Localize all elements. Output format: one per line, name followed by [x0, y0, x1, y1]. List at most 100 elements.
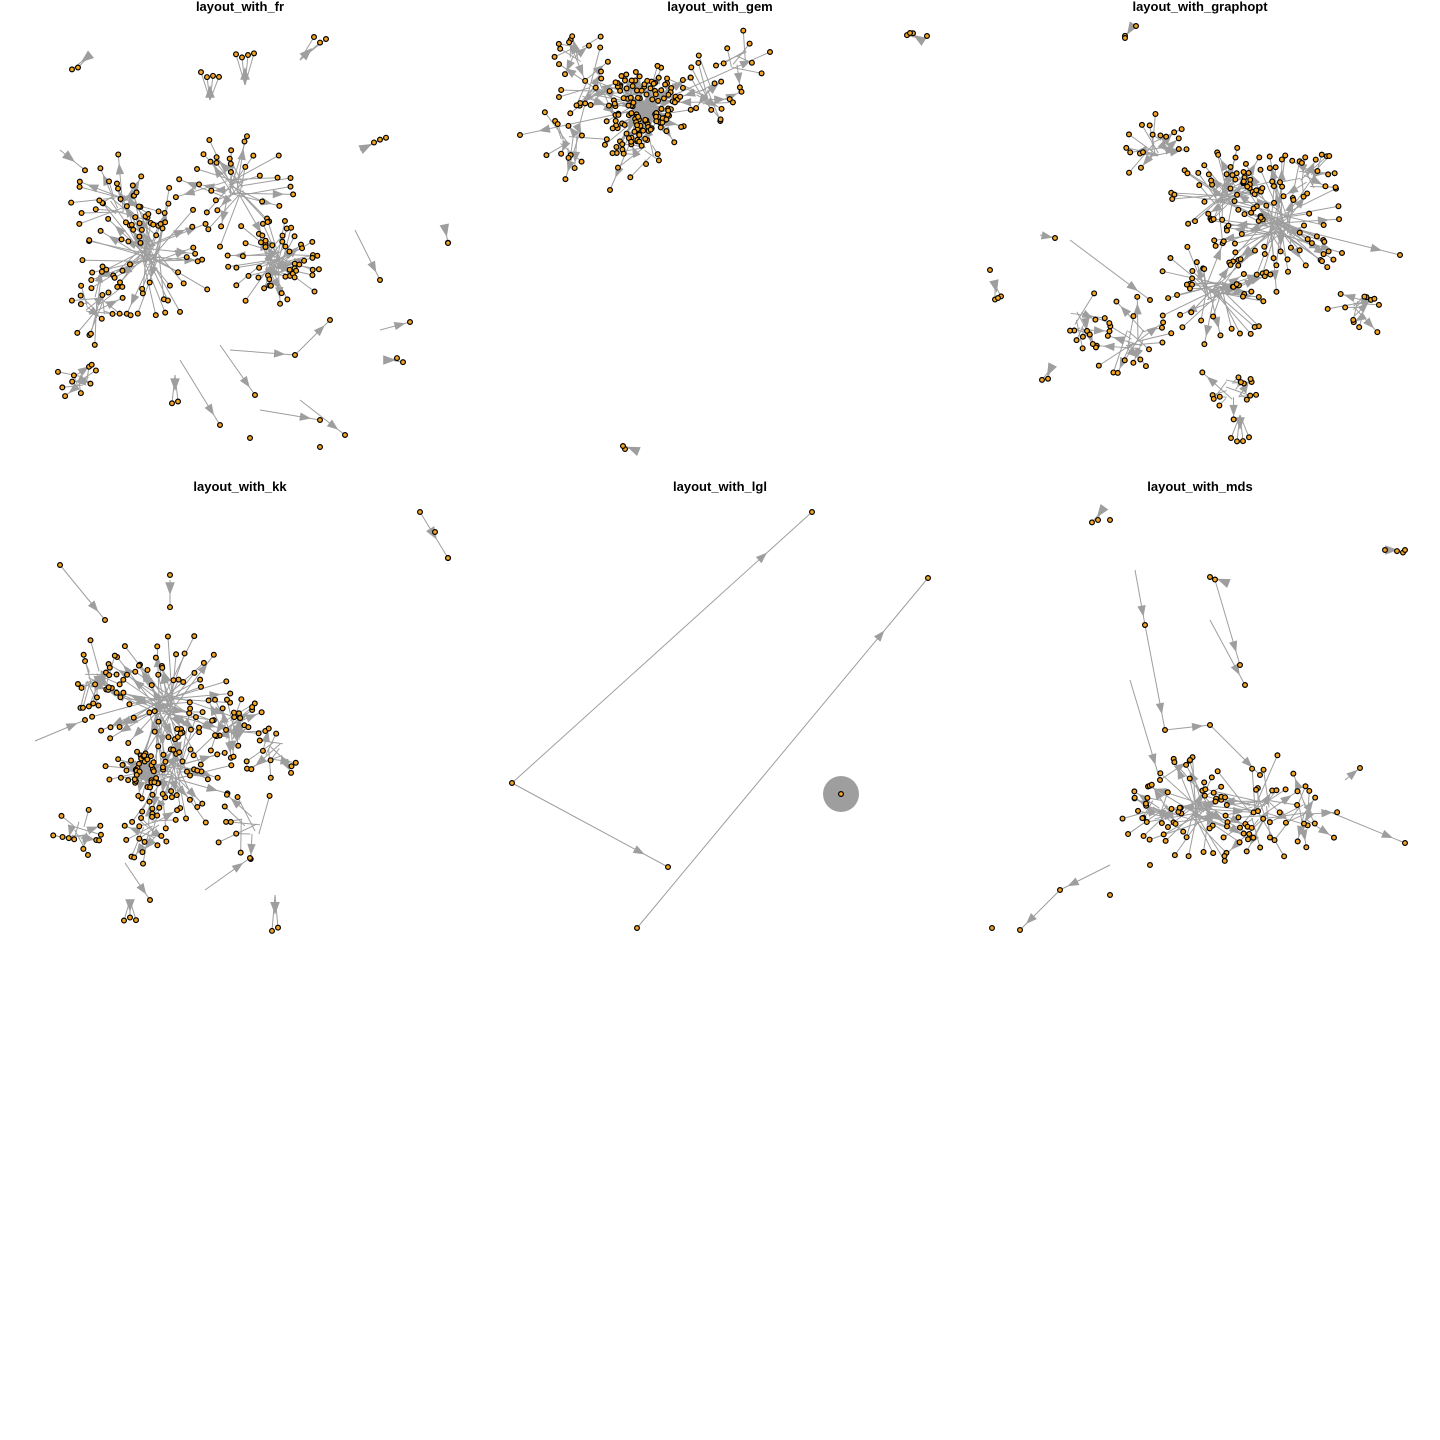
graph-node	[1192, 218, 1199, 225]
graph-node	[256, 172, 263, 179]
graph-node	[120, 917, 127, 924]
graph-node	[227, 818, 234, 825]
graph-node	[618, 73, 625, 80]
graph-node	[137, 239, 144, 246]
graph-node	[1271, 199, 1278, 206]
graph-node	[1273, 262, 1280, 269]
graph-node	[620, 95, 627, 102]
graph-node	[1200, 848, 1207, 855]
graph-edge	[1124, 329, 1145, 361]
edge-arrowhead	[1370, 243, 1382, 252]
graph-node	[228, 762, 235, 769]
graph-node	[223, 678, 230, 685]
edge-arrowhead	[1134, 347, 1144, 360]
graph-node	[105, 289, 112, 296]
edge-arrowhead	[165, 582, 175, 595]
graph-node	[114, 283, 121, 290]
graph-node	[400, 359, 407, 366]
graph-node	[1311, 820, 1318, 827]
graph-node	[148, 682, 155, 689]
graph-edge	[1271, 224, 1323, 262]
edge-arrowhead	[1256, 198, 1269, 207]
graph-node	[311, 288, 318, 295]
edge-arrowhead	[739, 60, 752, 69]
graph-node	[113, 671, 120, 678]
edge-arrowhead	[1126, 280, 1138, 291]
graph-edge	[1263, 789, 1277, 807]
graph-edge	[1265, 205, 1276, 235]
graph-node	[1152, 110, 1159, 117]
graph-node	[924, 32, 931, 39]
graph-node	[200, 659, 207, 666]
edge-arrowhead	[65, 723, 78, 732]
graph-node	[1179, 324, 1186, 331]
graph-edge	[237, 796, 256, 832]
edge-arrowhead	[81, 50, 94, 63]
edge-arrowhead	[251, 220, 262, 233]
graph-node	[1092, 316, 1099, 323]
graph-node	[317, 444, 324, 451]
graph-node	[1266, 819, 1273, 826]
graph-node	[1146, 346, 1153, 353]
graph-node	[1219, 216, 1226, 223]
edge-arrowhead	[124, 760, 137, 769]
graph-node	[1236, 330, 1243, 337]
graph-node	[1235, 262, 1242, 269]
graph-node	[219, 705, 226, 712]
graph-node	[227, 169, 234, 176]
graph-node	[157, 220, 164, 227]
graph-node	[1257, 844, 1264, 851]
edge-arrowhead	[1120, 305, 1132, 318]
graph-node	[1122, 34, 1129, 41]
edge-arrowhead	[1217, 578, 1231, 589]
graph-node	[284, 296, 291, 303]
graph-node	[190, 244, 197, 251]
graph-node	[92, 681, 99, 688]
graph-node	[758, 70, 765, 77]
graph-node	[323, 35, 330, 42]
graph-node	[1207, 573, 1214, 580]
graph-node	[1044, 375, 1051, 382]
graph-node	[573, 102, 580, 109]
graph-node	[371, 139, 378, 146]
graph-edge	[268, 241, 283, 260]
graph-edge	[690, 77, 707, 105]
graph-node	[1232, 154, 1239, 161]
graph-node	[71, 836, 78, 843]
graph-node	[1172, 820, 1179, 827]
graph-node	[1140, 833, 1147, 840]
graph-node	[445, 554, 452, 561]
graph-node	[1259, 185, 1266, 192]
edge-arrowhead	[1173, 763, 1186, 773]
graph-edge	[1198, 818, 1226, 862]
graph-edge	[176, 764, 198, 808]
graph-node	[634, 94, 641, 101]
edge-arrowhead	[1235, 417, 1245, 430]
edge-arrowhead	[136, 882, 147, 895]
graph-node	[144, 756, 151, 763]
graph-node	[221, 803, 228, 810]
graph-node	[1189, 267, 1196, 274]
graph-node	[196, 181, 203, 188]
graph-node	[78, 282, 85, 289]
graph-node	[1232, 249, 1239, 256]
graph-node	[1248, 824, 1255, 831]
graph-node	[109, 310, 116, 317]
edge-arrowhead	[166, 754, 178, 767]
graph-node	[1235, 374, 1242, 381]
graph-node	[1193, 259, 1200, 266]
graph-node	[606, 88, 613, 95]
graph-node	[174, 807, 181, 814]
graph-node	[138, 173, 145, 180]
graph-node	[217, 422, 224, 429]
graph-node	[562, 176, 569, 183]
graph-node	[736, 84, 743, 91]
graph-node	[1228, 435, 1235, 442]
edge-arrowhead	[601, 83, 614, 94]
graph-node	[1159, 268, 1166, 275]
graph-node	[1174, 291, 1181, 298]
graph-edge	[80, 285, 88, 306]
graph-node	[170, 746, 177, 753]
graph-edge	[1281, 233, 1289, 272]
graph-node	[288, 224, 295, 231]
